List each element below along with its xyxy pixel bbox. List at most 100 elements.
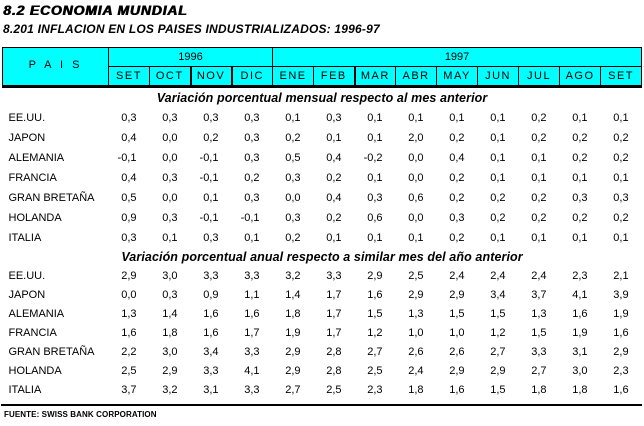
page-title: 8.2 ECONOMIA MUNDIAL xyxy=(3,2,188,18)
value-cell: 1,7 xyxy=(244,327,260,339)
value-cell: 2,9 xyxy=(285,365,301,377)
value-cell: 1,3 xyxy=(121,308,137,320)
value-cell: 1,7 xyxy=(326,289,342,301)
page-subtitle: 8.201 INFLACION EN LOS PAISES INDUSTRIAL… xyxy=(3,22,380,36)
value-cell: 1,6 xyxy=(613,327,629,339)
value-cell: 2,9 xyxy=(408,289,424,301)
value-cell: 0,3 xyxy=(572,191,588,204)
value-cell: 1,4 xyxy=(162,308,178,320)
table-row: ALEMANIA 1,3 1,4 1,6 1,6 1,8 1,7 1,5 1,3 1,5 1,5 1,… xyxy=(3,305,642,324)
value-cell: 0,3 xyxy=(367,191,383,204)
value-cell: -0,1 xyxy=(117,151,137,164)
value-cell: 0,2 xyxy=(203,131,219,144)
value-cell: -0,1 xyxy=(199,171,219,184)
value-cell: 3,3 xyxy=(531,346,547,358)
value-cell: 1,1 xyxy=(244,289,260,301)
value-cell: 3,1 xyxy=(203,384,219,396)
value-cell: 1,9 xyxy=(285,327,301,339)
value-cell: 0,2 xyxy=(613,211,629,224)
value-cell: 2,1 xyxy=(613,270,629,282)
value-cell: 2,5 xyxy=(121,365,137,377)
value-cell: 0,3 xyxy=(162,289,178,301)
value-cell: 0,1 xyxy=(326,231,342,244)
value-cell: 0,1 xyxy=(285,111,301,124)
value-cell: 0,1 xyxy=(490,131,506,144)
value-cell: 0,2 xyxy=(531,211,547,224)
value-cell: 0,1 xyxy=(531,151,547,164)
value-cell: 0,1 xyxy=(408,231,424,244)
country-label: ALEMANIA xyxy=(8,151,65,164)
value-cell: 2,9 xyxy=(613,346,629,358)
value-cell: 0,2 xyxy=(531,191,547,204)
month-header: NOV xyxy=(189,66,233,88)
value-cell: 3,3 xyxy=(326,270,342,282)
value-cell: 1,6 xyxy=(572,308,588,320)
value-cell: 2,9 xyxy=(490,365,506,377)
value-cell: 0,3 xyxy=(244,151,260,164)
value-cell: 0,3 xyxy=(613,191,629,204)
value-cell: 0,3 xyxy=(203,111,219,124)
section-title-row: Variación porcentual mensual respecto al… xyxy=(3,87,642,108)
value-cell: 3,3 xyxy=(203,270,219,282)
value-cell: 0,3 xyxy=(121,231,137,244)
value-cell: 0,1 xyxy=(367,131,383,144)
value-cell: 0,3 xyxy=(326,111,342,124)
value-cell: 0,1 xyxy=(367,171,383,184)
value-cell: 1,3 xyxy=(408,308,424,320)
value-cell: 0,2 xyxy=(285,231,301,244)
value-cell: 3,0 xyxy=(162,346,178,358)
month-header: FEB xyxy=(313,66,356,88)
table-row: GRAN BRETAÑA 0,5 0,0 0,1 0,3 0,0 0,4 0,3 0,6 0,2 0… xyxy=(3,188,642,208)
value-cell: 0,0 xyxy=(162,131,178,144)
value-cell: 0,2 xyxy=(572,151,588,164)
value-cell: 0,4 xyxy=(121,171,137,184)
value-cell: 1,8 xyxy=(531,384,547,396)
value-cell: 0,2 xyxy=(326,171,342,184)
value-cell: 1,6 xyxy=(203,327,219,339)
year-group-header-1997: 1997 xyxy=(272,47,643,67)
value-cell: 1,9 xyxy=(613,308,629,320)
value-cell: 0,1 xyxy=(449,111,465,124)
month-header: SET xyxy=(108,66,150,88)
value-cell: 0,2 xyxy=(572,211,588,224)
table-row: JAPON 0,4 0,0 0,2 0,3 0,2 0,1 0,1 2,0 0,2 0,1 0,2 0,… xyxy=(3,128,642,148)
value-cell: 1,8 xyxy=(572,384,588,396)
month-header: ENE xyxy=(272,66,315,88)
value-cell: 1,0 xyxy=(449,327,465,339)
value-cell: 2,9 xyxy=(162,365,178,377)
value-cell: 2,9 xyxy=(449,365,465,377)
value-cell: 0,1 xyxy=(244,231,260,244)
value-cell: 0,3 xyxy=(162,211,178,224)
value-cell: 1,7 xyxy=(326,327,342,339)
country-label: HOLANDA xyxy=(8,365,62,377)
value-cell: 3,7 xyxy=(531,289,547,301)
value-cell: 2,7 xyxy=(285,384,301,396)
value-cell: 3,1 xyxy=(572,346,588,358)
value-cell: 0,1 xyxy=(572,231,588,244)
value-cell: 0,1 xyxy=(490,171,506,184)
value-cell: 3,3 xyxy=(244,384,260,396)
value-cell: 0,0 xyxy=(285,191,301,204)
value-cell: -0,2 xyxy=(363,151,383,164)
country-label: GRAN BRETAÑA xyxy=(8,191,95,204)
value-cell: 2,5 xyxy=(326,384,342,396)
value-cell: 3,0 xyxy=(572,365,588,377)
value-cell: 0,1 xyxy=(531,231,547,244)
value-cell: 1,3 xyxy=(531,308,547,320)
value-cell: 1,6 xyxy=(244,308,260,320)
value-cell: 1,4 xyxy=(285,289,301,301)
table-row: GRAN BRETAÑA 2,2 3,0 3,4 3,3 2,9 2,8 2,7 2,6 2,6 2… xyxy=(3,343,642,362)
country-label: ITALIA xyxy=(8,384,42,396)
value-cell: 0,1 xyxy=(613,171,629,184)
value-cell: 2,7 xyxy=(490,346,506,358)
value-cell: 0,5 xyxy=(285,151,301,164)
table-row: HOLANDA 0,9 0,3 -0,1 -0,1 0,3 0,2 0,6 0,0 0,3 0,2 0… xyxy=(3,208,642,228)
value-cell: 3,3 xyxy=(203,365,219,377)
value-cell: 2,4 xyxy=(531,270,547,282)
value-cell: 1,5 xyxy=(490,384,506,396)
value-cell: 0,1 xyxy=(162,231,178,244)
country-label: JAPON xyxy=(8,289,46,301)
country-label: ALEMANIA xyxy=(8,308,65,320)
value-cell: 1,6 xyxy=(121,327,137,339)
value-cell: 1,5 xyxy=(449,308,465,320)
